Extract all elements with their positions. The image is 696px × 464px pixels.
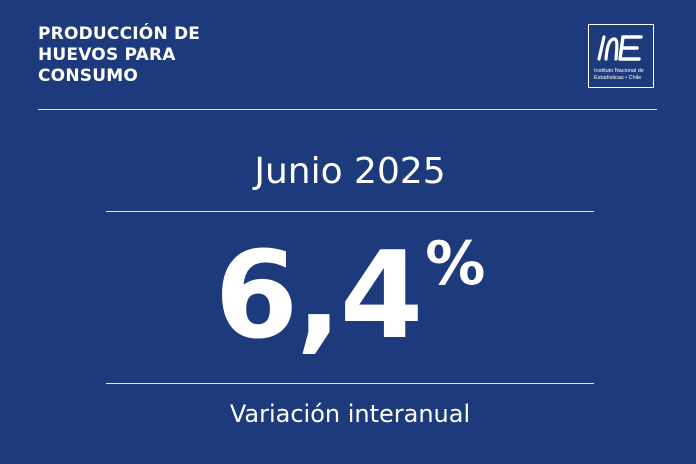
report-title-line: HUEVOS PARA [38, 45, 176, 65]
indicator-value-number: 6,4 [214, 227, 424, 366]
ine-logo-text-line: Estadísticas • Chile [594, 74, 642, 81]
ine-logo-text: Instituto Nacional de Estadísticas • Chi… [594, 68, 649, 81]
report-title: PRODUCCIÓN DE HUEVOS PARA CONSUMO [38, 24, 298, 87]
period-label: Junio 2025 [254, 151, 446, 192]
ine-logo: Instituto Nacional de Estadísticas • Chi… [588, 24, 654, 88]
ine-logo-text-line: Instituto Nacional de [594, 68, 644, 74]
divider-middle [106, 211, 594, 212]
report-title-line: PRODUCCIÓN DE [38, 24, 201, 44]
indicator-caption: Variación interanual [229, 400, 471, 428]
divider-top [38, 109, 657, 110]
divider-bottom [106, 383, 594, 384]
ine-logo-mark [597, 35, 643, 61]
report-title-line: CONSUMO [38, 66, 138, 86]
indicator-value: 6,4% [106, 222, 594, 372]
indicator-value-unit: % [425, 229, 486, 299]
